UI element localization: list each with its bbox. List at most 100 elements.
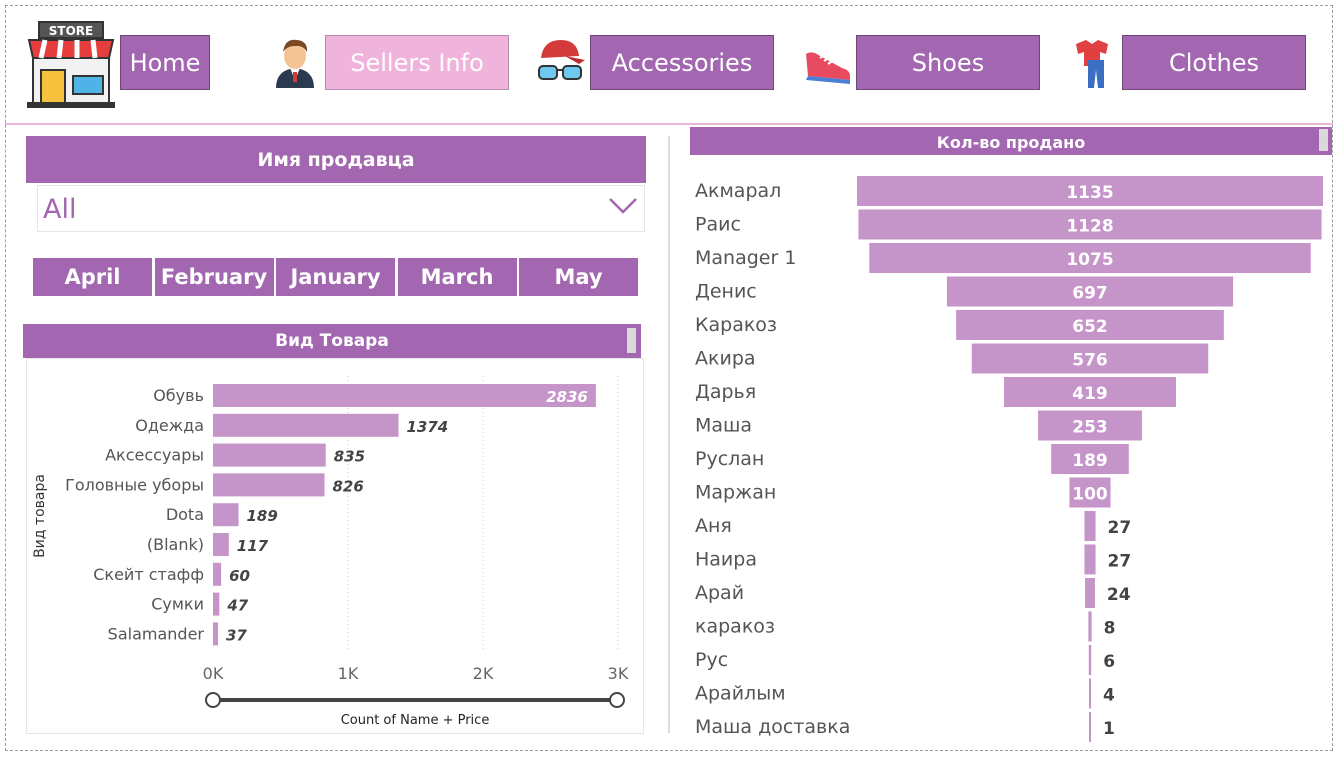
seller-slicer-title: Имя продавца: [26, 136, 646, 183]
funnel-value-label: 253: [1072, 418, 1108, 438]
bar[interactable]: [213, 533, 229, 556]
seller-icon: [276, 39, 314, 88]
seller-label: Маша: [695, 415, 752, 437]
funnel-bar[interactable]: [1084, 511, 1096, 541]
bar[interactable]: [213, 384, 596, 407]
nav-button-shoes[interactable]: Shoes: [856, 35, 1040, 90]
seller-label: Рус: [695, 649, 728, 671]
header-divider: [5, 123, 1333, 125]
category-label: Dota: [166, 505, 204, 524]
x-tick-label: 1K: [338, 664, 359, 683]
seller-label: Денис: [695, 281, 757, 303]
seller-label: Manager 1: [695, 247, 796, 269]
category-label: Аксессуары: [105, 446, 204, 465]
funnel-bar[interactable]: [1085, 578, 1095, 608]
funnel-bar[interactable]: [1003, 377, 1177, 407]
bar[interactable]: [213, 592, 220, 616]
funnel-bar[interactable]: [1038, 410, 1142, 441]
funnel-bar[interactable]: [858, 209, 1322, 240]
funnel-bar[interactable]: [956, 310, 1224, 340]
nav-button-accessories[interactable]: Accessories: [590, 35, 774, 90]
product-type-chart-title: Вид Товара: [23, 324, 641, 358]
seller-label: Наира: [695, 549, 757, 571]
bar[interactable]: [213, 413, 399, 437]
month-button-january[interactable]: January: [276, 258, 395, 296]
funnel-value-label: 24: [1107, 585, 1131, 605]
funnel-value-label: 419: [1072, 384, 1108, 404]
funnel-bar[interactable]: [857, 176, 1323, 206]
funnel-bar[interactable]: [1069, 477, 1111, 508]
data-label: 47: [226, 597, 248, 615]
category-label: Одежда: [135, 416, 204, 435]
funnel-value-label: 27: [1108, 552, 1132, 572]
seller-label: Руслан: [695, 448, 764, 470]
funnel-value-label: 1135: [1066, 183, 1113, 203]
month-button-april[interactable]: April: [33, 258, 152, 296]
funnel-value-label: 697: [1072, 284, 1108, 304]
funnel-value-label: 189: [1072, 451, 1108, 471]
store-icon[interactable]: STORE: [27, 20, 115, 108]
seller-label: Акмарал: [695, 180, 781, 202]
x-tick-label: 3K: [608, 664, 629, 683]
funnel-bar[interactable]: [869, 243, 1311, 273]
funnel-bar[interactable]: [946, 276, 1234, 307]
scrollbar[interactable]: [1319, 129, 1328, 151]
funnel-value-label: 6: [1103, 652, 1115, 672]
seller-label: Арай: [695, 582, 744, 604]
x-axis-title: Count of Name + Price: [341, 713, 490, 728]
category-label: (Blank): [147, 535, 204, 554]
seller-label: Маша доставка: [695, 716, 850, 738]
funnel-value-label: 8: [1104, 619, 1116, 639]
funnel-value-label: 4: [1103, 686, 1115, 706]
zoom-slider-handle-left[interactable]: [205, 692, 221, 708]
data-label: 826: [333, 477, 364, 495]
month-button-may[interactable]: May: [519, 258, 638, 296]
data-label: 117: [237, 537, 269, 555]
funnel-bar[interactable]: [971, 343, 1209, 374]
seller-label: Каракоз: [695, 314, 777, 336]
funnel-bar[interactable]: [1051, 444, 1129, 474]
clothes-icon: [1076, 40, 1108, 88]
funnel-bar[interactable]: [1088, 611, 1092, 642]
seller-label: Аня: [695, 515, 732, 537]
bar[interactable]: [213, 503, 239, 527]
seller-label: Дарья: [695, 381, 756, 403]
funnel-bar[interactable]: [1088, 645, 1092, 675]
bar[interactable]: [213, 473, 325, 497]
funnel-bar[interactable]: [1084, 544, 1096, 575]
logo-text: STORE: [49, 24, 93, 38]
bar[interactable]: [213, 443, 326, 467]
product-type-chart-box: [26, 358, 644, 734]
funnel-bar[interactable]: [1089, 712, 1091, 742]
seller-label: Акира: [695, 348, 756, 370]
chevron-down-icon[interactable]: [608, 196, 638, 216]
bar[interactable]: [213, 562, 222, 586]
data-label: 835: [334, 448, 365, 466]
data-label: 60: [229, 567, 250, 585]
month-button-march[interactable]: March: [397, 258, 517, 296]
funnel-value-label: 1128: [1066, 217, 1113, 237]
sold-qty-chart-title: Кол-во продано: [690, 127, 1332, 155]
nav-button-sellers-info[interactable]: Sellers Info: [325, 35, 509, 90]
category-label: Головные уборы: [65, 475, 204, 494]
nav-button-clothes[interactable]: Clothes: [1122, 35, 1306, 90]
report-frame: [5, 5, 1333, 751]
funnel-value-label: 27: [1108, 518, 1132, 538]
category-label: Salamander: [108, 624, 205, 643]
seller-label: каракоз: [695, 616, 775, 638]
zoom-slider-handle-right[interactable]: [609, 692, 625, 708]
funnel-bar[interactable]: [1089, 678, 1091, 709]
funnel-value-label: 1075: [1066, 250, 1113, 270]
nav-button-home[interactable]: Home: [120, 35, 210, 90]
seller-slicer-value: All: [43, 194, 77, 225]
sneaker-icon: [806, 52, 850, 84]
x-tick-label: 2K: [473, 664, 494, 683]
cap-sunglasses-icon: [538, 40, 585, 80]
bar[interactable]: [213, 622, 218, 646]
vertical-divider: [668, 136, 670, 733]
scrollbar[interactable]: [627, 328, 636, 353]
month-button-february[interactable]: February: [154, 258, 274, 296]
seller-slicer-dropdown[interactable]: All: [37, 185, 645, 232]
product-type-bar-chart: Обувь 2836 Одежда 1374 Аксессуары 835 Головные…: [32, 376, 629, 728]
seller-label: Арайлым: [695, 683, 786, 705]
